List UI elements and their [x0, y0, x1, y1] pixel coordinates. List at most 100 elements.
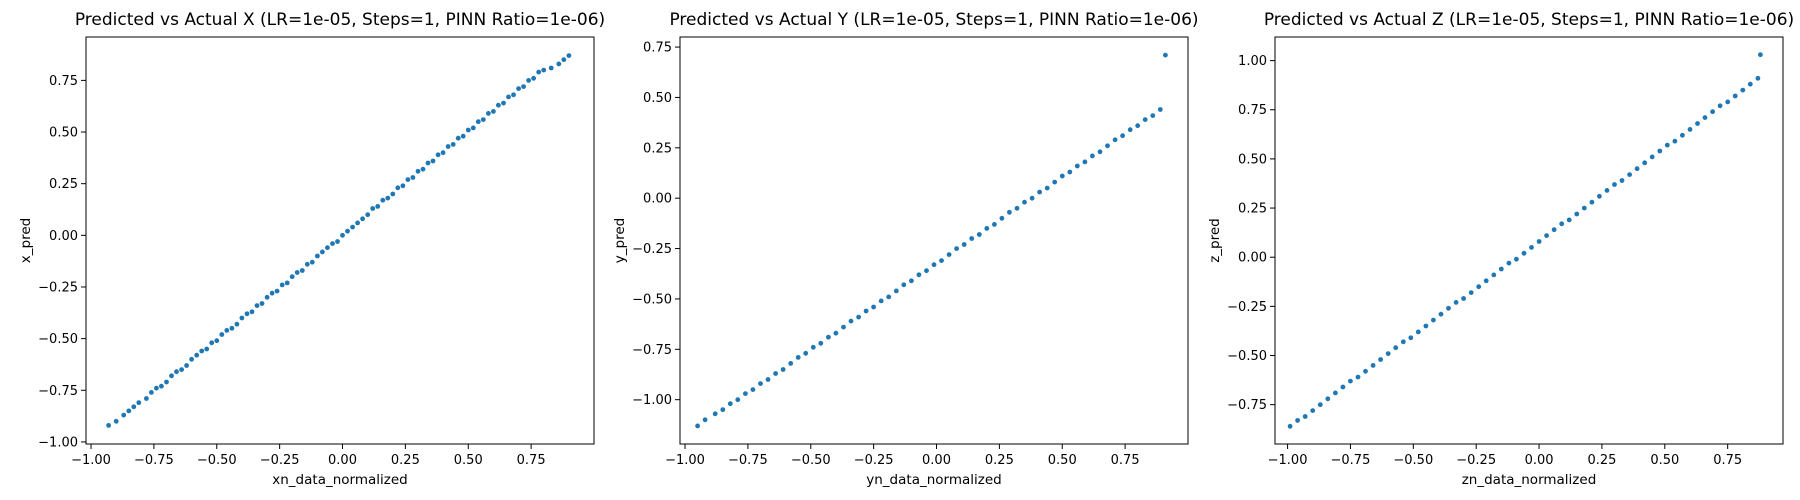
data-point — [1491, 272, 1497, 278]
data-point — [249, 309, 255, 315]
y-tick-label: 0.75 — [1238, 103, 1267, 118]
data-point — [1589, 199, 1595, 205]
data-point — [780, 367, 786, 372]
data-point — [184, 363, 190, 368]
data-point — [924, 268, 929, 274]
data-point — [496, 102, 501, 108]
data-point — [1725, 99, 1731, 105]
data-point — [289, 274, 295, 280]
data-point — [1105, 143, 1110, 149]
data-point — [1506, 260, 1512, 266]
data-point — [984, 226, 990, 231]
data-point — [1363, 368, 1368, 374]
x-tick-label: 0.00 — [922, 453, 951, 468]
y-axis-label: y_pred — [612, 218, 628, 263]
data-point — [294, 270, 300, 275]
data-point — [1732, 93, 1738, 99]
data-point — [126, 408, 132, 414]
data-point — [375, 204, 381, 209]
data-point — [1423, 323, 1429, 329]
data-point — [299, 268, 305, 273]
data-point — [506, 94, 511, 100]
y-tick-label: 0.75 — [49, 74, 78, 89]
data-point — [350, 224, 355, 230]
data-point — [1287, 423, 1293, 429]
data-point — [491, 109, 496, 114]
data-point — [144, 396, 149, 401]
data-point — [901, 282, 907, 288]
data-point — [878, 298, 884, 304]
data-point — [121, 412, 127, 418]
data-point — [1551, 227, 1557, 233]
y-tick-label: −0.75 — [632, 343, 672, 358]
data-point — [1135, 123, 1141, 129]
data-point — [810, 344, 816, 350]
data-point — [214, 338, 220, 344]
data-point — [1521, 250, 1527, 256]
data-point — [1695, 121, 1700, 126]
points-y — [695, 52, 1168, 429]
x-tick-label: −1.00 — [71, 453, 111, 468]
data-point — [269, 290, 275, 296]
data-point — [1755, 75, 1761, 81]
y-tick-label: −0.50 — [1227, 349, 1267, 364]
data-point — [486, 111, 491, 116]
x-tick-label: −0.25 — [854, 453, 894, 468]
data-point — [1007, 209, 1012, 215]
data-point — [511, 92, 516, 98]
x-tick-label: −0.25 — [260, 453, 300, 468]
data-point — [385, 195, 391, 201]
x-tick-label: 0.25 — [1587, 453, 1616, 468]
data-point — [765, 377, 771, 382]
data-point — [174, 369, 179, 375]
data-point — [410, 175, 416, 180]
data-point — [325, 245, 330, 251]
data-point — [999, 215, 1005, 221]
data-point — [1097, 149, 1103, 155]
data-point — [106, 423, 111, 428]
data-point — [254, 303, 260, 308]
data-point — [435, 152, 441, 158]
data-point — [795, 355, 801, 360]
data-point — [818, 340, 824, 346]
y-tick-label: 0.75 — [643, 41, 672, 56]
data-point — [871, 304, 876, 310]
x-axis-label: xn_data_normalized — [272, 472, 407, 488]
data-point — [1468, 290, 1474, 295]
data-point — [1400, 339, 1406, 345]
data-point — [1483, 278, 1489, 284]
data-point — [1325, 396, 1331, 402]
data-point — [1717, 103, 1723, 109]
y-tick-label: 0.25 — [643, 141, 672, 156]
data-point — [189, 356, 195, 362]
data-point — [1438, 311, 1444, 317]
data-point — [1067, 169, 1073, 175]
data-point — [1150, 113, 1156, 118]
y-tick-label: 0.50 — [49, 126, 78, 141]
data-point — [1476, 284, 1482, 290]
data-point — [154, 385, 159, 391]
x-tick-label: −0.75 — [134, 453, 174, 468]
data-point — [1747, 81, 1753, 87]
data-point — [720, 407, 726, 413]
data-point — [954, 246, 959, 252]
plot-title: Predicted vs Actual X (LR=1e-05, Steps=1… — [75, 10, 605, 30]
data-point — [219, 332, 225, 337]
data-point — [1446, 305, 1451, 311]
data-point — [405, 177, 411, 183]
data-point — [365, 212, 371, 218]
x-tick-label: 0.50 — [1650, 453, 1679, 468]
data-point — [1649, 154, 1655, 160]
plot-title: Predicted vs Actual Z (LR=1e-05, Steps=1… — [1264, 10, 1794, 30]
points-z — [1287, 52, 1763, 429]
data-point — [1317, 402, 1323, 408]
data-point — [1740, 87, 1746, 93]
data-point — [355, 220, 360, 226]
y-tick-label: 0.50 — [1238, 152, 1267, 167]
data-point — [136, 400, 142, 406]
x-tick-label: 0.00 — [328, 453, 357, 468]
plot-y: Predicted vs Actual Y (LR=1e-05, Steps=1… — [612, 10, 1199, 488]
data-point — [1634, 166, 1640, 172]
data-point — [380, 197, 386, 203]
data-point — [1022, 199, 1027, 205]
